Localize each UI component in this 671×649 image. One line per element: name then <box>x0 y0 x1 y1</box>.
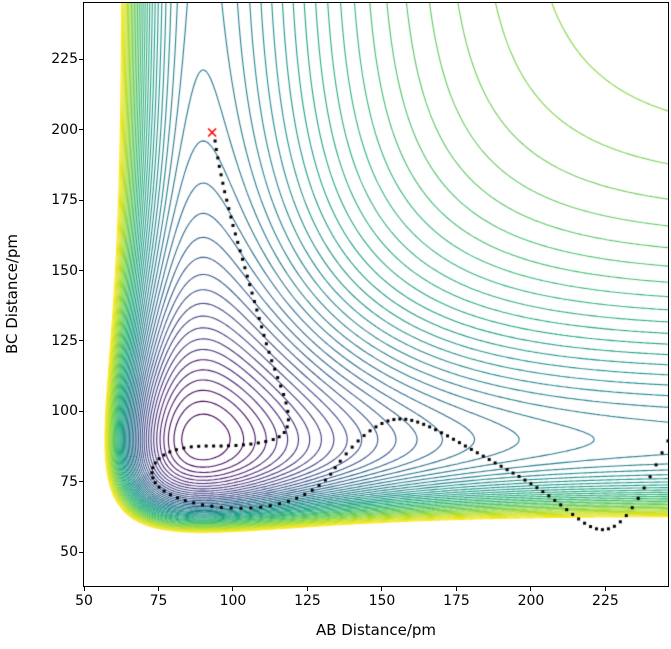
y-tick-mark <box>79 481 83 483</box>
x-axis-label: AB Distance/pm <box>315 621 437 639</box>
y-tick-label: 225 <box>51 51 78 68</box>
y-tick-label: 100 <box>51 403 78 420</box>
x-tick-mark <box>157 587 159 591</box>
y-tick-mark <box>79 410 83 412</box>
y-tick-label: 175 <box>51 192 78 209</box>
x-tick-mark <box>306 587 308 591</box>
x-tick-label: 175 <box>443 593 470 609</box>
x-tick-mark <box>381 587 383 591</box>
x-tick-label: 150 <box>368 593 396 609</box>
y-tick-label: 75 <box>60 473 78 490</box>
x-tick-label: 200 <box>517 593 545 609</box>
x-tick-mark <box>604 587 606 591</box>
y-tick-mark <box>79 129 83 131</box>
x-tick-mark <box>455 587 457 591</box>
x-tick-label: 100 <box>219 593 247 609</box>
y-axis-label: BC Distance/pm <box>3 233 21 355</box>
y-tick-mark <box>79 340 83 342</box>
x-tick-mark <box>83 587 85 591</box>
x-tick-label: 75 <box>149 593 168 609</box>
y-tick-mark <box>79 270 83 272</box>
y-tick-mark <box>79 199 83 201</box>
y-tick-mark <box>79 58 83 60</box>
y-tick-label: 50 <box>60 544 78 561</box>
plot-area <box>83 2 669 587</box>
y-tick-label: 125 <box>51 332 78 349</box>
y-tick-mark <box>79 551 83 553</box>
y-tick-label: 200 <box>51 121 78 138</box>
x-tick-mark <box>232 587 234 591</box>
x-tick-label: 50 <box>75 593 93 609</box>
x-tick-mark <box>530 587 532 591</box>
y-tick-label: 150 <box>51 262 78 279</box>
contour-canvas <box>84 3 668 586</box>
x-tick-label: 125 <box>294 593 321 609</box>
x-tick-label: 225 <box>592 593 619 609</box>
